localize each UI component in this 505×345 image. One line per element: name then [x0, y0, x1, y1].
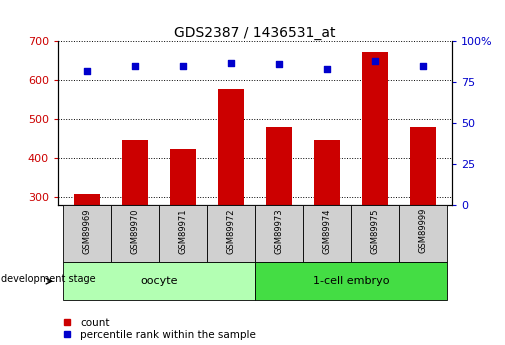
Bar: [410, 127, 436, 205]
Bar: [303, 205, 351, 262]
Text: 1-cell embryo: 1-cell embryo: [313, 276, 389, 286]
Bar: [74, 194, 100, 205]
Bar: [314, 140, 340, 205]
Point: [275, 61, 283, 67]
Legend: count, percentile rank within the sample: count, percentile rank within the sample: [63, 318, 256, 340]
Bar: [159, 205, 207, 262]
Text: GSM89969: GSM89969: [82, 208, 91, 254]
Bar: [362, 52, 388, 205]
Bar: [170, 149, 196, 205]
Text: GSM89973: GSM89973: [275, 208, 283, 254]
Bar: [63, 262, 255, 300]
Text: GSM89974: GSM89974: [323, 208, 332, 254]
Bar: [255, 262, 447, 300]
Point: [227, 60, 235, 66]
Bar: [63, 205, 111, 262]
Point: [131, 63, 139, 69]
Bar: [351, 205, 399, 262]
Point: [179, 63, 187, 69]
Text: oocyte: oocyte: [140, 276, 178, 286]
Bar: [218, 89, 244, 205]
Text: GSM89971: GSM89971: [178, 208, 187, 254]
Text: GSM89999: GSM89999: [419, 208, 428, 254]
Point: [323, 67, 331, 72]
Text: GSM89975: GSM89975: [371, 208, 380, 254]
Point: [419, 63, 427, 69]
Bar: [399, 205, 447, 262]
Bar: [255, 205, 303, 262]
Bar: [266, 127, 292, 205]
Bar: [207, 205, 255, 262]
Point: [83, 68, 91, 73]
Text: GSM89970: GSM89970: [130, 208, 139, 254]
Title: GDS2387 / 1436531_at: GDS2387 / 1436531_at: [174, 26, 336, 40]
Bar: [111, 205, 159, 262]
Text: development stage: development stage: [1, 275, 95, 284]
Text: GSM89972: GSM89972: [227, 208, 235, 254]
Bar: [122, 140, 148, 205]
Point: [371, 58, 379, 64]
